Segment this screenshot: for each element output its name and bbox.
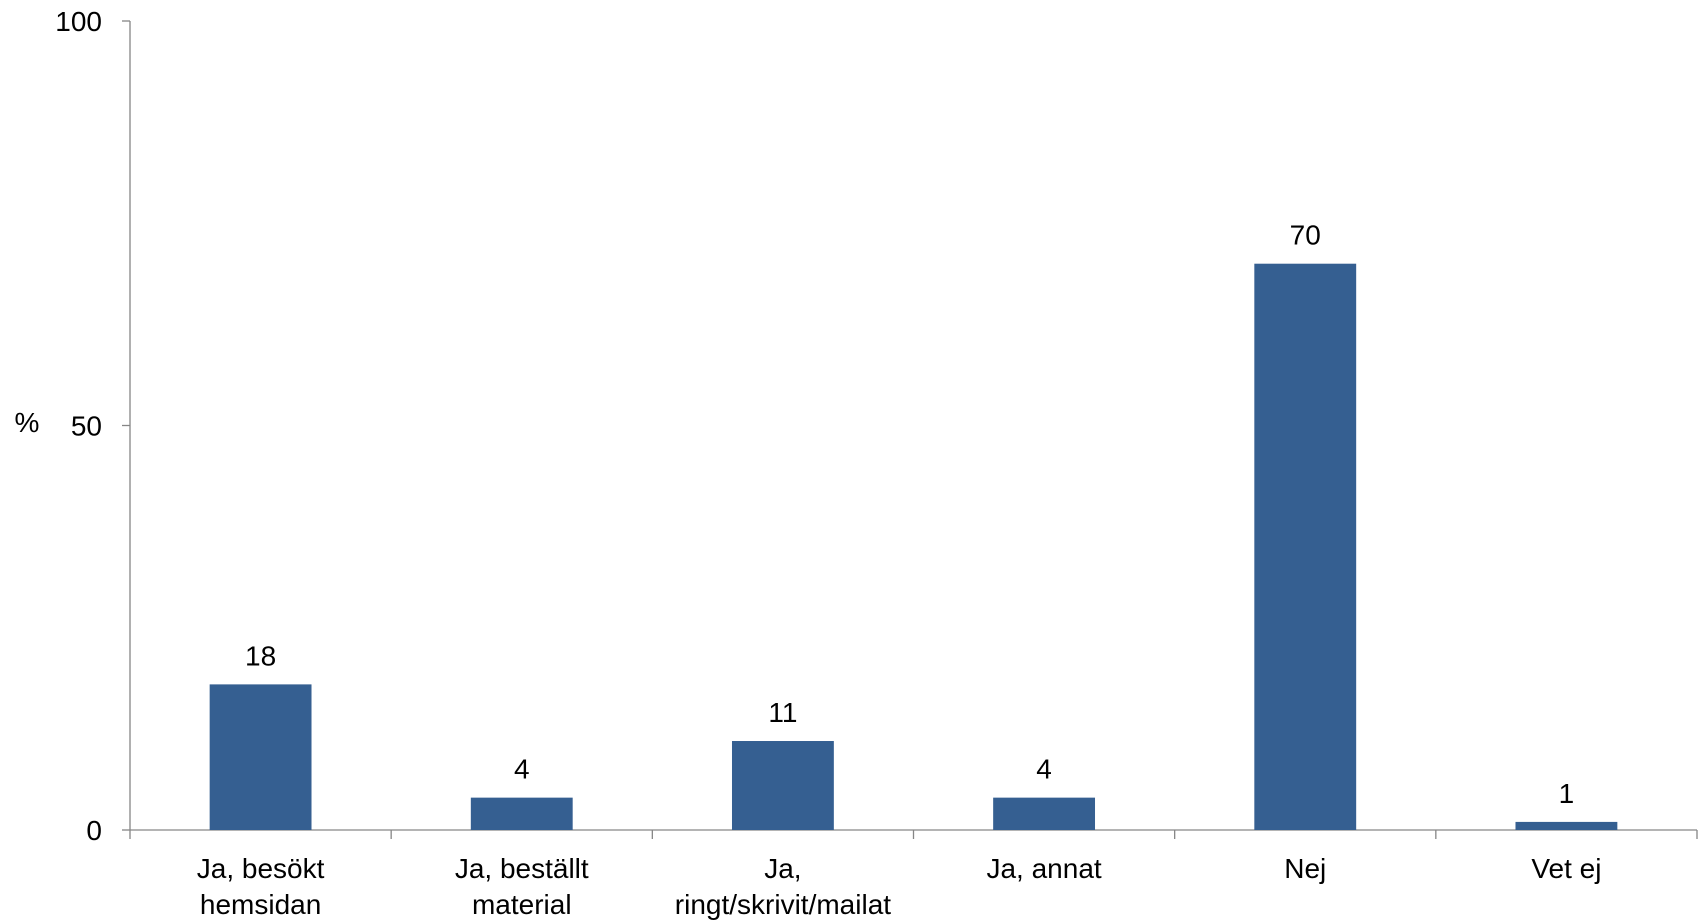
x-axis (129, 829, 1698, 839)
data-label: 1 (1559, 778, 1575, 809)
y-tick-label: 100 (55, 6, 102, 37)
x-tick-label: Ja, annat (986, 853, 1101, 884)
x-tick-label-line: hemsidan (200, 889, 321, 920)
x-tick-label: Vet ej (1531, 853, 1601, 884)
y-tick-label: 50 (71, 411, 102, 442)
x-tick-label: Ja, ringt/skrivit/mailat (675, 853, 891, 920)
x-tick-label: Nej (1284, 853, 1326, 884)
x-tick-label-line: Ja, (764, 853, 801, 884)
data-label: 4 (514, 754, 530, 785)
labels: 18 Ja, besökt hemsidan 4 Ja, beställt materia… (197, 220, 1602, 920)
bar (731, 741, 834, 830)
bar (993, 797, 1096, 830)
x-tick-label-line: Ja, beställt (455, 853, 589, 884)
y-axis: 0 50 100 (55, 6, 131, 846)
x-tick-label-line: Nej (1284, 853, 1326, 884)
data-label: 4 (1036, 754, 1052, 785)
data-label: 70 (1290, 220, 1321, 251)
bar (470, 797, 573, 830)
data-label: 18 (245, 640, 276, 671)
x-tick-label-line: Ja, annat (986, 853, 1101, 884)
y-tick-label: 0 (86, 815, 102, 846)
bars (209, 263, 1618, 830)
x-tick-label-line: Ja, besökt (197, 853, 325, 884)
bar (1515, 821, 1618, 830)
x-tick-label-line: ringt/skrivit/mailat (675, 889, 891, 920)
x-tick-label-line: Vet ej (1531, 853, 1601, 884)
x-tick-label-line: material (472, 889, 572, 920)
bar (209, 684, 312, 830)
data-label: 11 (768, 697, 797, 728)
y-axis-label: % (15, 407, 40, 438)
x-tick-label: Ja, besökt hemsidan (197, 853, 325, 920)
bar (1254, 263, 1357, 830)
x-tick-label: Ja, beställt material (455, 853, 589, 920)
